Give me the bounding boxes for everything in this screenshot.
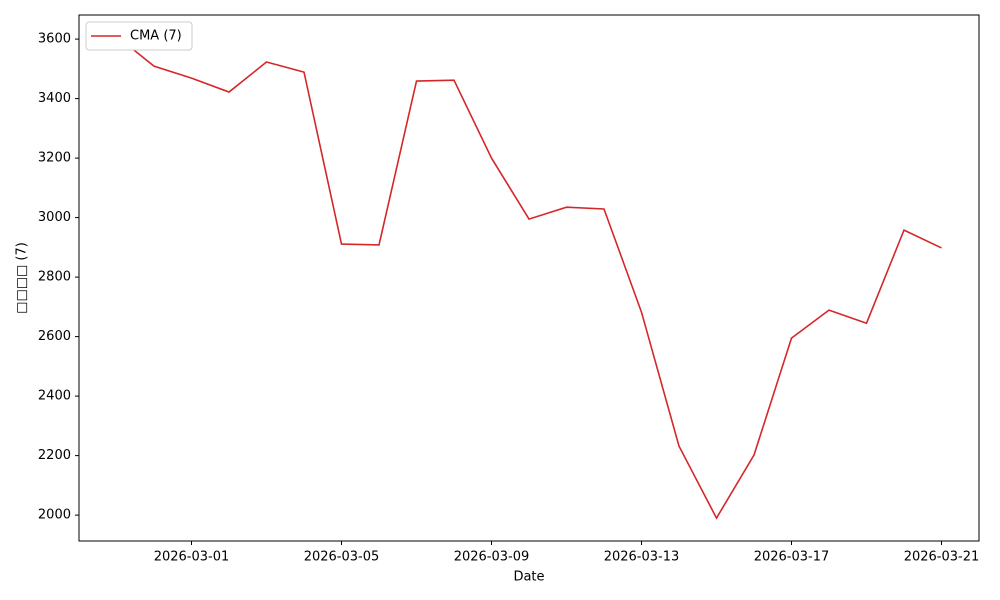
x-tick-label: 2026-03-13 bbox=[604, 550, 680, 565]
x-tick-label: 2026-03-17 bbox=[754, 550, 830, 565]
y-tick-label: 3200 bbox=[38, 151, 71, 166]
x-axis-label: Date bbox=[513, 570, 544, 585]
y-tick-label: 2600 bbox=[38, 329, 71, 344]
plot-frame bbox=[78, 14, 980, 542]
y-tick-label: 2400 bbox=[38, 389, 71, 404]
y-tick-label: 3400 bbox=[38, 91, 71, 106]
y-tick-label: 2800 bbox=[38, 270, 71, 285]
x-tick-label: 2026-03-05 bbox=[304, 550, 380, 565]
y-axis-label: □□□□ (7) bbox=[15, 242, 30, 314]
x-tick-label: 2026-03-21 bbox=[904, 550, 980, 565]
x-tick-label: 2026-03-01 bbox=[154, 550, 230, 565]
y-tick-label: 2200 bbox=[38, 448, 71, 463]
x-tick-label: 2026-03-09 bbox=[454, 550, 530, 565]
y-tick-label: 3600 bbox=[38, 32, 71, 47]
y-tick-label: 3000 bbox=[38, 210, 71, 225]
legend-box bbox=[85, 21, 193, 51]
legend-label: CMA (7) bbox=[130, 29, 182, 44]
y-tick-label: 2000 bbox=[38, 508, 71, 523]
data-line bbox=[115, 35, 942, 520]
